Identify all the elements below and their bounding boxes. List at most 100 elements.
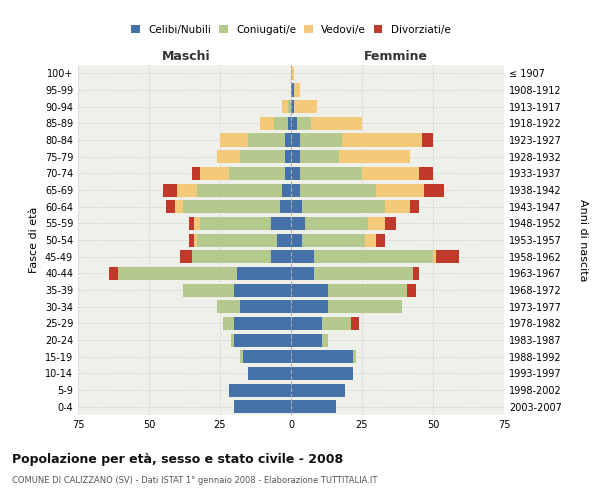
Bar: [217, 300, 240, 313]
Bar: [288, 117, 291, 130]
Bar: [197, 184, 283, 196]
Bar: [194, 234, 197, 246]
Bar: [410, 200, 419, 213]
Bar: [248, 367, 291, 380]
Bar: [191, 250, 271, 263]
Bar: [229, 167, 286, 180]
Bar: [248, 134, 286, 146]
Bar: [200, 167, 229, 180]
Bar: [328, 300, 402, 313]
Bar: [189, 217, 194, 230]
Bar: [291, 150, 299, 163]
Bar: [163, 184, 178, 196]
Bar: [286, 150, 291, 163]
Bar: [234, 400, 291, 413]
Bar: [118, 267, 237, 280]
Bar: [353, 350, 356, 363]
Bar: [296, 117, 311, 130]
Text: Femmine: Femmine: [364, 50, 428, 62]
Legend: Celibi/Nubili, Coniugati/e, Vedovi/e, Divorziati/e: Celibi/Nubili, Coniugati/e, Vedovi/e, Di…: [131, 24, 451, 34]
Bar: [286, 167, 291, 180]
Bar: [240, 300, 291, 313]
Bar: [180, 250, 191, 263]
Bar: [291, 217, 305, 230]
Bar: [243, 350, 291, 363]
Bar: [291, 367, 353, 380]
Bar: [234, 334, 291, 346]
Bar: [299, 184, 376, 196]
Text: Popolazione per età, sesso e stato civile - 2008: Popolazione per età, sesso e stato civil…: [12, 452, 343, 466]
Bar: [291, 200, 302, 213]
Bar: [237, 267, 291, 280]
Bar: [229, 384, 291, 396]
Bar: [385, 217, 396, 230]
Bar: [291, 300, 328, 313]
Bar: [234, 317, 291, 330]
Bar: [407, 284, 416, 296]
Bar: [291, 167, 299, 180]
Bar: [291, 117, 296, 130]
Bar: [291, 284, 328, 296]
Bar: [339, 150, 410, 163]
Bar: [271, 250, 291, 263]
Bar: [299, 134, 342, 146]
Bar: [291, 250, 314, 263]
Bar: [189, 234, 194, 246]
Bar: [424, 184, 445, 196]
Bar: [314, 250, 433, 263]
Bar: [291, 100, 294, 113]
Bar: [234, 284, 291, 296]
Bar: [305, 217, 368, 230]
Bar: [328, 284, 407, 296]
Bar: [362, 167, 419, 180]
Bar: [286, 134, 291, 146]
Bar: [194, 217, 200, 230]
Bar: [217, 150, 240, 163]
Bar: [197, 234, 277, 246]
Bar: [178, 184, 197, 196]
Bar: [368, 217, 385, 230]
Bar: [271, 217, 291, 230]
Text: COMUNE DI CALIZZANO (SV) - Dati ISTAT 1° gennaio 2008 - Elaborazione TUTTITALIA.: COMUNE DI CALIZZANO (SV) - Dati ISTAT 1°…: [12, 476, 377, 485]
Bar: [260, 117, 274, 130]
Bar: [291, 317, 322, 330]
Bar: [109, 267, 118, 280]
Bar: [322, 317, 350, 330]
Bar: [183, 200, 280, 213]
Bar: [291, 184, 299, 196]
Bar: [302, 234, 365, 246]
Bar: [294, 100, 317, 113]
Bar: [299, 167, 362, 180]
Bar: [191, 167, 200, 180]
Bar: [240, 150, 286, 163]
Bar: [436, 250, 458, 263]
Bar: [291, 350, 353, 363]
Bar: [283, 184, 291, 196]
Bar: [291, 334, 322, 346]
Bar: [291, 84, 294, 96]
Bar: [220, 134, 248, 146]
Bar: [183, 284, 234, 296]
Bar: [291, 134, 299, 146]
Y-axis label: Fasce di età: Fasce di età: [29, 207, 39, 273]
Bar: [240, 350, 243, 363]
Bar: [419, 167, 433, 180]
Bar: [365, 234, 376, 246]
Bar: [166, 200, 175, 213]
Bar: [422, 134, 433, 146]
Bar: [223, 317, 234, 330]
Bar: [200, 217, 271, 230]
Bar: [291, 234, 302, 246]
Bar: [291, 267, 314, 280]
Bar: [342, 134, 422, 146]
Bar: [280, 200, 291, 213]
Bar: [350, 317, 359, 330]
Bar: [277, 234, 291, 246]
Bar: [322, 334, 328, 346]
Text: Maschi: Maschi: [161, 50, 210, 62]
Bar: [175, 200, 183, 213]
Bar: [376, 184, 424, 196]
Bar: [291, 400, 337, 413]
Bar: [283, 100, 288, 113]
Bar: [433, 250, 436, 263]
